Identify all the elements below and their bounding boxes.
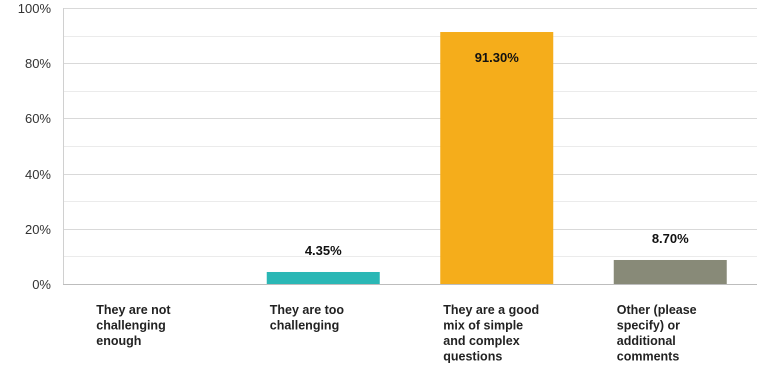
data-labels: 4.35% 91.30% 8.70% [305, 50, 689, 258]
bar [266, 271, 380, 284]
bars [266, 32, 727, 285]
category-label-line: challenging [96, 319, 165, 333]
category-label-line: They are too [270, 303, 345, 317]
bar [440, 32, 554, 285]
y-tick-label: 20% [25, 222, 51, 237]
category-label-line: mix of simple [443, 319, 523, 333]
data-label: 4.35% [305, 243, 342, 258]
gridlines [63, 8, 757, 285]
category-label-line: and complex [443, 334, 519, 348]
category-label-line: comments [617, 350, 680, 364]
y-axis: 0% 20% 40% 60% 80% 100% [18, 1, 64, 292]
category-label-line: challenging [270, 319, 339, 333]
y-tick-label: 60% [25, 111, 51, 126]
category-label-line: specify) or [617, 319, 680, 333]
category-label-line: Other (please [617, 303, 697, 317]
category-label-line: They are a good [443, 303, 539, 317]
y-tick-label: 100% [18, 1, 52, 16]
y-tick-label: 0% [32, 277, 51, 292]
category-label-line: questions [443, 350, 502, 364]
category-label-line: enough [96, 334, 141, 348]
data-label: 91.30% [475, 50, 520, 65]
category-label-line: additional [617, 334, 676, 348]
bar [613, 259, 727, 284]
y-tick-label: 40% [25, 167, 51, 182]
category-label-line: They are not [96, 303, 171, 317]
y-tick-label: 80% [25, 56, 51, 71]
data-label: 8.70% [652, 231, 689, 246]
